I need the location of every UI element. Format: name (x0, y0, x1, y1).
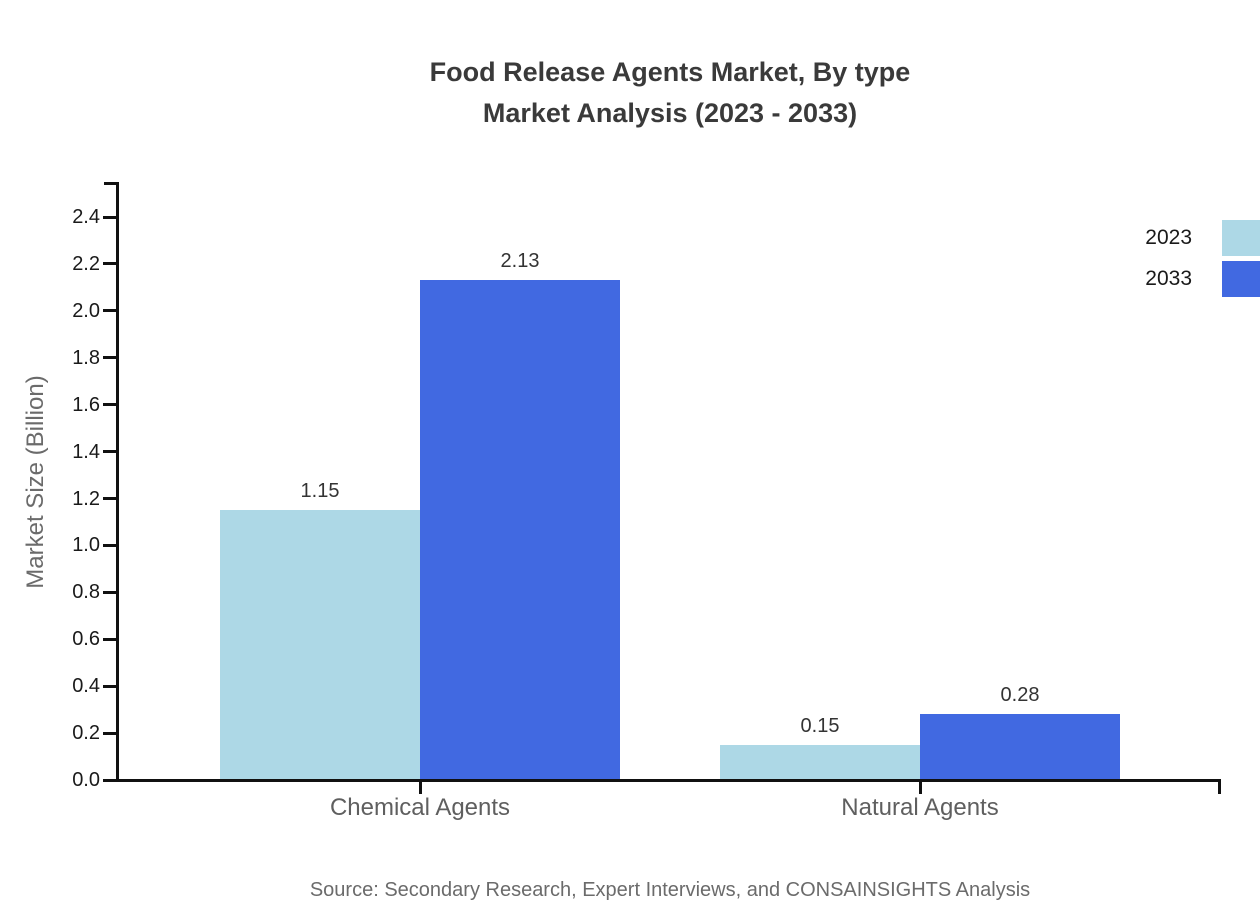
source-note: Source: Secondary Research, Expert Inter… (309, 879, 1031, 901)
y-tick-label: 1.8 (72, 346, 100, 369)
y-tick (103, 590, 116, 594)
y-tick (103, 497, 116, 500)
y-tick (103, 450, 116, 454)
y-tick (103, 356, 116, 360)
x-axis-line (116, 779, 1221, 782)
legend-swatch-2033 (1222, 261, 1260, 297)
y-tick (103, 543, 116, 547)
x-axis-end-cap (1218, 779, 1221, 794)
legend-swatch-2023 (1222, 220, 1260, 256)
y-tick (103, 731, 116, 735)
y-tick-label: 1.2 (72, 487, 100, 510)
y-tick (103, 262, 116, 266)
bar-value-2033-natural-agents: 0.28 (1000, 684, 1040, 707)
y-tick-label: 2.0 (72, 299, 100, 322)
y-tick (103, 637, 116, 641)
y-tick (103, 778, 116, 782)
bar-value-2023-natural-agents: 0.15 (800, 714, 840, 737)
y-tick (103, 684, 116, 688)
legend-label-2023: 2023 (1145, 226, 1192, 249)
y-tick-label: 1.6 (72, 393, 100, 416)
y-tick-label: 0.2 (72, 722, 100, 745)
y-axis-line (116, 182, 119, 782)
y-axis-end-cap (104, 182, 119, 185)
chart-title-line1: Food Release Agents Market, By type (429, 57, 911, 87)
bar-2033-natural-agents (920, 714, 1120, 780)
y-tick-label: 0.8 (72, 581, 100, 604)
y-tick (103, 309, 116, 313)
y-tick-label: 0.6 (72, 628, 100, 651)
y-tick-label: 0.4 (72, 675, 100, 698)
chart-title: Food Release Agents Market, By type Mark… (80, 52, 1260, 134)
x-category-label: Chemical Agents (329, 794, 511, 821)
y-tick-label: 2.4 (72, 206, 100, 228)
bar-2023-natural-agents (720, 744, 920, 780)
y-tick (103, 215, 116, 219)
y-tick (103, 403, 116, 407)
bar-value-2023-chemical-agents: 1.15 (300, 480, 340, 503)
x-category-label: Natural Agents (841, 794, 999, 821)
bar-value-2033-chemical-agents: 2.13 (500, 250, 540, 273)
bar-2033-chemical-agents (420, 280, 620, 780)
y-tick-label: 2.2 (72, 252, 100, 275)
y-tick-label: 1.4 (72, 440, 100, 463)
bar-2023-chemical-agents (220, 510, 420, 780)
y-tick-label: 1.0 (72, 534, 100, 557)
y-tick-label: 0.0 (72, 769, 100, 791)
x-tick (418, 779, 422, 794)
chart-title-line2: Market Analysis (2023 - 2033) (482, 98, 858, 128)
legend-label-2033: 2033 (1145, 267, 1192, 290)
x-tick (918, 779, 922, 794)
